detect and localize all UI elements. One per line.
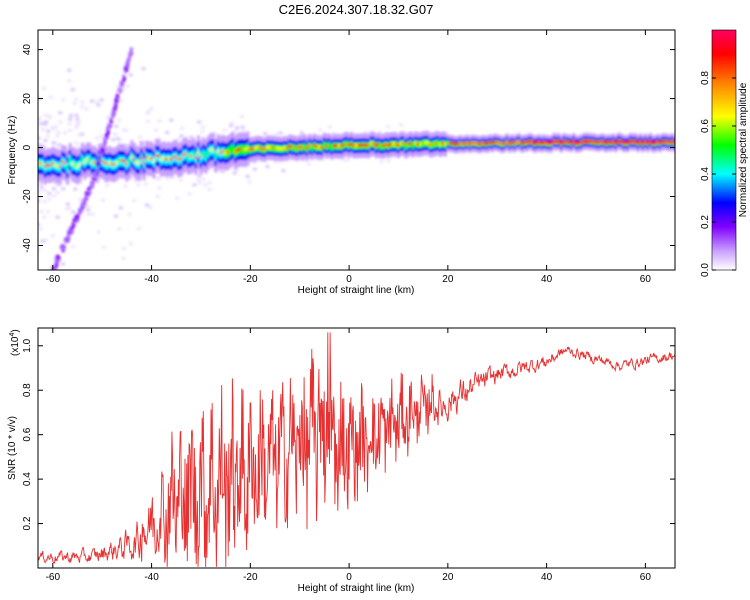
- spectrogram-panel: -60 -40 -20 0 20 40 60 -40 -20 0 20 40 Height of st…: [7, 29, 676, 296]
- colorbar-tick-label: 0.0: [700, 263, 711, 277]
- spectrogram-ticks: -60 -40 -20 0 20 40 60 -40 -20 0 20 40: [22, 30, 675, 285]
- spectrogram-x-tick-label: -40: [144, 274, 159, 285]
- snr-y-tick-label: 0.2: [22, 516, 33, 530]
- snr-y-tick-label: 0.8: [22, 383, 33, 397]
- colorbar-tick-label: 0.4: [700, 167, 711, 181]
- spectrogram-y-tick-label: -20: [22, 189, 33, 204]
- spectrogram-x-axis-label: Height of straight line (km): [298, 285, 415, 296]
- colorbar-label: Normalized spectral amplitude: [738, 82, 749, 217]
- colorbar-tick-label: 0.2: [700, 215, 711, 229]
- spectrogram-y-axis-label: Frequency (Hz): [7, 116, 18, 185]
- spectrogram-diagonal-trace: [51, 47, 134, 270]
- snr-scale-prefix: (x10: [10, 336, 21, 356]
- snr-y-tick-label: 0.6: [22, 427, 33, 441]
- spectrogram-main-band: [38, 130, 675, 185]
- spectrogram-x-tick-label: 20: [442, 274, 454, 285]
- spectrogram-x-tick-label: -60: [46, 274, 61, 285]
- snr-y-tick-label: 1.0: [22, 338, 33, 352]
- colorbar: 0.0 0.2 0.4 0.6 0.8 Normalized spectral ampl…: [700, 29, 749, 277]
- spectrogram-x-tick-label: 40: [541, 274, 553, 285]
- snr-x-tick-label: -20: [243, 572, 258, 583]
- colorbar-tick-label: 0.6: [700, 119, 711, 133]
- colorbar-gradient: [712, 30, 736, 270]
- snr-x-tick-label: 60: [640, 572, 652, 583]
- spectrogram-y-tick-label: 40: [22, 44, 33, 56]
- colorbar-frame: [711, 29, 737, 271]
- snr-panel: -60 -40 -20 0 20 40 60 0.2 0.4 0.6 0.8 1.0 Height o…: [7, 327, 676, 594]
- snr-y-axis-label: SNR (10 * v/v): [7, 416, 18, 480]
- colorbar-tick-label: 0.8: [700, 71, 711, 85]
- snr-scale-exponent: 4: [9, 333, 16, 337]
- spectrogram-y-tick-label: 0: [22, 144, 33, 150]
- snr-x-tick-label: 20: [442, 572, 454, 583]
- snr-series-line: [38, 332, 675, 567]
- snr-frame: [37, 327, 676, 569]
- spectrogram-y-tick-label: 20: [22, 93, 33, 105]
- spectrogram-frame: [37, 29, 676, 271]
- snr-y-tick-label: 0.4: [22, 472, 33, 486]
- svg-text:(x104): (x104): [9, 329, 21, 356]
- snr-ticks: -60 -40 -20 0 20 40 60 0.2 0.4 0.6 0.8 1.0: [22, 328, 675, 583]
- spectrogram-x-tick-label: -20: [243, 274, 258, 285]
- colorbar-ticks: 0.0 0.2 0.4 0.6 0.8: [700, 71, 736, 277]
- snr-x-tick-label: 40: [541, 572, 553, 583]
- spectrogram-heatmap: [38, 47, 675, 270]
- spectrogram-x-tick-label: 0: [346, 274, 352, 285]
- spectrogram-y-tick-label: -40: [22, 238, 33, 253]
- spectrogram-x-tick-label: 60: [640, 274, 652, 285]
- snr-y-scale-note: (x104): [9, 329, 21, 356]
- snr-x-tick-label: -40: [144, 572, 159, 583]
- figure-title: C2E6.2024.307.18.32.G07: [279, 2, 434, 17]
- snr-x-axis-label: Height of straight line (km): [298, 583, 415, 594]
- snr-x-tick-label: -60: [46, 572, 61, 583]
- snr-x-tick-label: 0: [346, 572, 352, 583]
